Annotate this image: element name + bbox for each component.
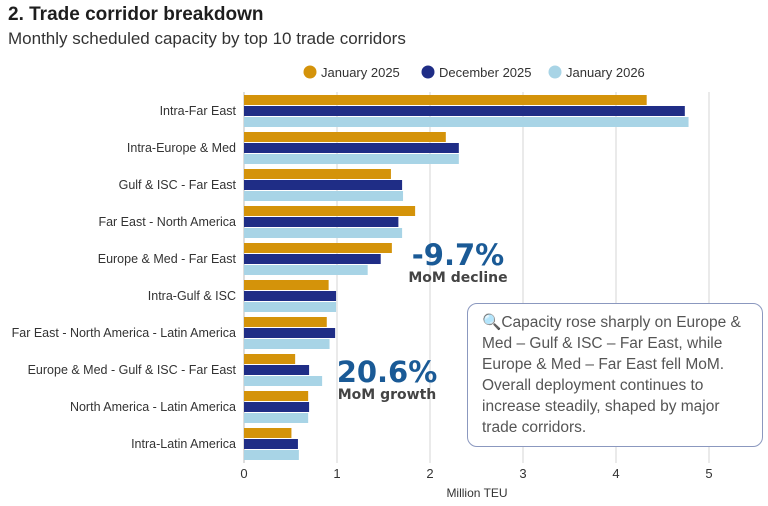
bar xyxy=(244,143,459,153)
category-label: Intra-Gulf & ISC xyxy=(148,289,236,303)
legend-marker xyxy=(303,65,317,79)
bar xyxy=(244,106,685,116)
bar xyxy=(244,180,403,190)
category-label: North America - Latin America xyxy=(70,400,236,414)
legend-label: January 2025 xyxy=(321,65,400,80)
bar xyxy=(244,95,647,105)
x-axis-label: Million TEU xyxy=(446,486,507,500)
legend-label: December 2025 xyxy=(439,65,532,80)
annotation-label: MoM growth xyxy=(337,387,437,403)
bar xyxy=(244,217,399,227)
bar xyxy=(244,228,403,238)
bar xyxy=(244,265,368,275)
bar xyxy=(244,328,336,338)
category-label: Far East - North America xyxy=(98,215,236,229)
x-tick-label: 0 xyxy=(240,466,247,481)
bar xyxy=(244,206,416,216)
bar xyxy=(244,391,309,401)
annotation-value: 20.6% xyxy=(336,355,438,389)
callout-text: Capacity rose sharply on Europe & Med – … xyxy=(482,314,741,436)
page-title: 2. Trade corridor breakdown xyxy=(8,4,264,25)
bar xyxy=(244,302,337,312)
category-label: Far East - North America - Latin America xyxy=(12,326,236,340)
legend-label: January 2026 xyxy=(566,65,645,80)
bar xyxy=(244,169,391,179)
magnifier-icon: 🔍 xyxy=(482,314,502,331)
bar xyxy=(244,428,292,438)
category-label: Intra-Far East xyxy=(160,104,237,118)
bar xyxy=(244,439,298,449)
bar xyxy=(244,354,296,364)
bar xyxy=(244,413,309,423)
bar xyxy=(244,280,329,290)
bar xyxy=(244,376,323,386)
annotation-label: MoM decline xyxy=(408,270,508,286)
x-tick-label: 5 xyxy=(705,466,712,481)
category-label: Europe & Med - Gulf & ISC - Far East xyxy=(28,363,237,377)
bar xyxy=(244,402,310,412)
bar xyxy=(244,339,330,349)
bar xyxy=(244,365,310,375)
bar xyxy=(244,243,392,253)
legend-marker xyxy=(421,65,435,79)
page-subtitle: Monthly scheduled capacity by top 10 tra… xyxy=(8,29,406,48)
insight-callout: 🔍Capacity rose sharply on Europe & Med –… xyxy=(467,303,763,447)
x-tick-label: 1 xyxy=(333,466,340,481)
category-label: Intra-Europe & Med xyxy=(127,141,236,155)
bar xyxy=(244,191,404,201)
legend-marker xyxy=(548,65,562,79)
x-tick-label: 4 xyxy=(612,466,619,481)
bar xyxy=(244,317,327,327)
category-label: Intra-Latin America xyxy=(131,437,236,451)
x-tick-label: 3 xyxy=(519,466,526,481)
bar xyxy=(244,450,299,460)
annotation-value: -9.7% xyxy=(411,238,505,272)
bar xyxy=(244,291,337,301)
category-label: Europe & Med - Far East xyxy=(98,252,237,266)
bar xyxy=(244,132,446,142)
annotation-decline: -9.7% MoM decline xyxy=(403,240,513,286)
bar xyxy=(244,154,459,164)
annotation-growth: 20.6% MoM growth xyxy=(332,357,442,403)
x-tick-label: 2 xyxy=(426,466,433,481)
category-label: Gulf & ISC - Far East xyxy=(119,178,237,192)
bar xyxy=(244,117,689,127)
bar xyxy=(244,254,381,264)
